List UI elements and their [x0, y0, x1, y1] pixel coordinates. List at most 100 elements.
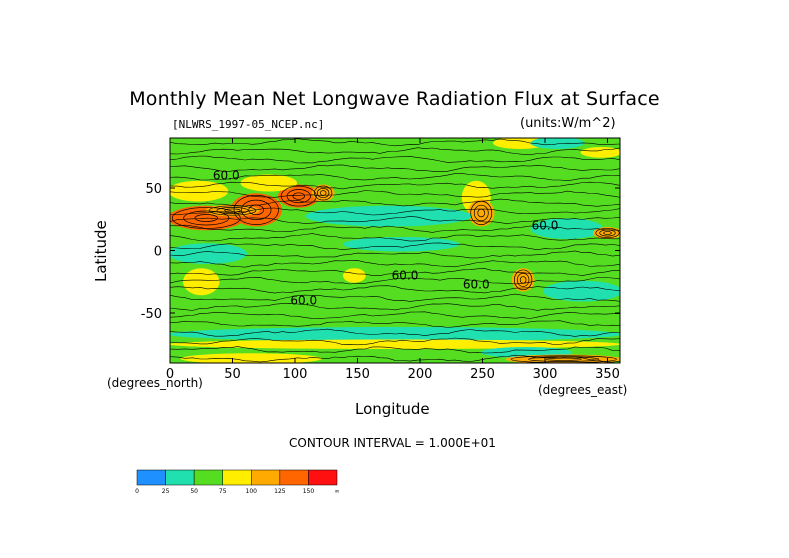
contour-line — [170, 302, 620, 311]
colorbar-swatch — [308, 469, 338, 486]
contour-line — [170, 320, 620, 328]
x-tick-label: 350 — [595, 367, 620, 382]
colorbar-swatch — [279, 469, 309, 486]
contour-label: 60.0 — [392, 269, 419, 283]
field-region — [311, 184, 335, 202]
field-region — [170, 339, 620, 349]
contour-ring — [470, 200, 493, 226]
contour-line — [170, 173, 620, 182]
contour-ring — [528, 356, 600, 362]
contour-line — [170, 311, 620, 319]
contour-ring — [319, 190, 327, 196]
field-region — [205, 204, 260, 217]
contour-ring — [286, 189, 311, 204]
contour-ring — [216, 207, 249, 214]
contour-ring — [545, 357, 582, 361]
field-region — [343, 268, 366, 283]
contour-line — [170, 285, 620, 294]
contour-line — [170, 293, 620, 302]
x-tick-label: 250 — [470, 367, 495, 382]
contour-ring — [477, 208, 486, 218]
contour-line — [170, 181, 620, 190]
contour-line — [170, 337, 620, 346]
field-region — [183, 268, 220, 296]
contour-label: 60.0 — [290, 294, 317, 308]
y-tick-label: -50 — [141, 307, 162, 322]
field-region — [543, 280, 620, 302]
contour-ring — [595, 227, 620, 239]
colorbar-swatch — [165, 469, 195, 486]
colorbar-swatch — [193, 469, 223, 486]
colorbar-label: 50 — [190, 488, 198, 495]
contour-ring — [171, 207, 241, 229]
x-tick-label: 100 — [283, 367, 308, 382]
contour-ring — [248, 204, 265, 216]
field-region — [170, 243, 247, 264]
contour-line — [170, 224, 620, 233]
contour-line — [170, 277, 620, 285]
contour-line — [170, 328, 620, 337]
colorbar-label: 75 — [219, 488, 227, 495]
contour-line — [170, 242, 620, 251]
contour-line — [170, 215, 620, 225]
field-region — [180, 353, 322, 363]
contour-line — [170, 190, 620, 198]
field-region — [530, 218, 604, 239]
contour-ring — [313, 185, 333, 201]
contour-ring — [519, 276, 527, 284]
contour-line — [170, 138, 620, 147]
contour-ring — [208, 205, 257, 216]
colorbar-label: 25 — [162, 488, 170, 495]
colorbar-label: ∞ — [335, 488, 340, 495]
contour-ring — [516, 272, 530, 287]
contour-ring — [292, 192, 305, 200]
field-region — [170, 180, 229, 202]
contour-line — [170, 250, 620, 259]
contour-label: 60.0 — [532, 219, 559, 233]
x-tick-label: 200 — [408, 367, 433, 382]
contour-label: 60.0 — [213, 169, 240, 183]
x-tick-label: 150 — [345, 367, 370, 382]
field-region — [468, 199, 495, 227]
contour-line — [170, 207, 620, 216]
field-region — [580, 147, 620, 158]
contour-line — [170, 198, 620, 207]
contour-line — [170, 268, 620, 276]
colorbar-label: 0 — [135, 488, 139, 495]
x-unit-label: (degrees_east) — [538, 383, 628, 397]
contour-ring — [603, 231, 612, 235]
units-label: (units:W/m^2) — [520, 116, 616, 131]
field-region — [240, 174, 297, 192]
contour-label: 60.0 — [463, 277, 490, 291]
contour-ring — [183, 210, 230, 226]
y-unit-label: (degrees_north) — [107, 376, 203, 390]
y-tick-label: 0 — [154, 245, 162, 260]
field-region — [343, 237, 460, 252]
contour-line — [170, 260, 620, 268]
contour-ring — [599, 229, 616, 237]
y-tick-label: 50 — [145, 182, 162, 197]
field-region — [530, 138, 585, 149]
contour-interval-label: CONTOUR INTERVAL = 1.000E+01 — [289, 436, 496, 450]
contour-line — [170, 155, 620, 164]
contour-ring — [280, 185, 317, 207]
x-axis-label: Longitude — [355, 400, 430, 418]
contour-line — [170, 354, 620, 363]
field-region — [511, 268, 535, 292]
contour-ring — [316, 187, 330, 199]
field-region — [305, 205, 472, 227]
contour-line — [170, 346, 620, 354]
contour-ring — [233, 194, 279, 225]
x-tick-label: 0 — [166, 367, 174, 382]
contour-ring — [224, 208, 241, 213]
dataset-file-label: [NLWRS_1997-05_NCEP.nc] — [172, 118, 325, 131]
colorbar-swatch — [251, 469, 281, 486]
chart-title: Monthly Mean Net Longwave Radiation Flux… — [129, 88, 660, 110]
x-tick-label: 300 — [533, 367, 558, 382]
contour-line — [170, 233, 620, 242]
colorbar-label: 150 — [303, 488, 315, 495]
contour-line — [170, 147, 620, 156]
contour-line — [170, 164, 620, 172]
contour-ring — [473, 204, 489, 222]
